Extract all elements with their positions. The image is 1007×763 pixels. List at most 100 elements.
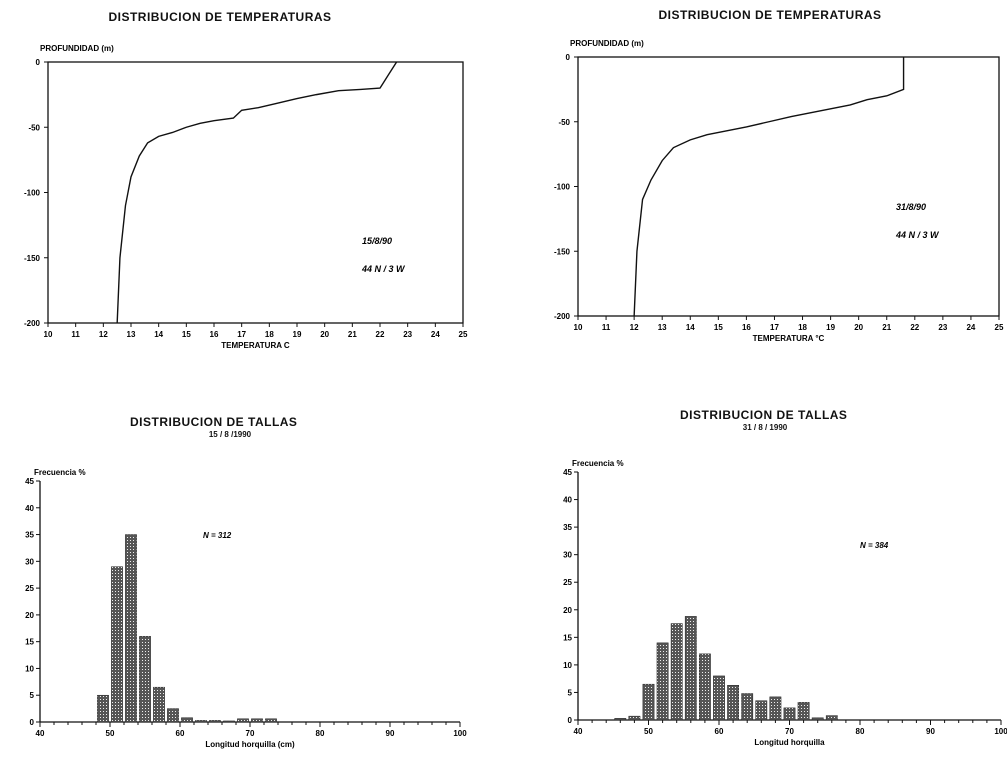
bar — [139, 636, 151, 723]
temperature-profile-line — [116, 61, 398, 324]
y-axis-label: PROFUNDIDAD (m) — [40, 44, 114, 53]
y-tick-label: -200 — [24, 319, 41, 328]
x-tick-label: 21 — [348, 330, 357, 339]
size-distribution-chart-1: DISTRIBUCION DE TALLAS 15 / 8 /1990 0 5 10… — [0, 380, 500, 763]
bar — [195, 720, 207, 723]
y-tick-label: -200 — [554, 312, 571, 321]
bar — [713, 675, 725, 721]
y-axis-label: Frecuencia % — [34, 468, 86, 477]
chart-svg: 10 11 12 13 14 15 16 17 18 19 20 21 22 23 24 25 0 -50 -100… — [554, 39, 1004, 343]
bar — [153, 686, 165, 723]
chart-title: DISTRIBUCION DE TEMPERATURAS — [658, 8, 882, 22]
y-tick-label: 10 — [563, 661, 572, 670]
chart-title: DISTRIBUCION DE TEMPERATURAS — [108, 10, 332, 24]
chart-svg: 0 5 10 15 20 25 30 35 40 45 40 50 60 70 80 90 100 Frecuen… — [25, 468, 467, 749]
y-tick-label: 0 — [36, 58, 41, 67]
y-tick-label: 25 — [25, 584, 34, 593]
bar — [209, 720, 221, 723]
y-tick-label: -50 — [28, 123, 40, 132]
annotation-text: 31/8/90 — [896, 202, 926, 212]
bar — [642, 683, 655, 721]
annotation-text: 44 N / 3 W — [361, 264, 406, 274]
y-axis-label: PROFUNDIDAD (m) — [570, 39, 644, 48]
x-tick-label: 50 — [106, 729, 115, 738]
chart-subtitle: 31 / 8 / 1990 — [742, 423, 788, 432]
bar — [825, 715, 838, 721]
y-tick-label: -50 — [558, 118, 570, 127]
x-axis-label: Longitud horquilla — [754, 738, 825, 747]
x-tick-label: 12 — [630, 323, 639, 332]
bar — [769, 696, 782, 721]
x-tick-label: 16 — [210, 330, 219, 339]
plot-frame — [577, 56, 1000, 317]
x-tick-label: 11 — [602, 323, 611, 332]
bar — [223, 720, 235, 723]
x-tick-label: 24 — [966, 323, 975, 332]
x-tick-label: 22 — [376, 330, 385, 339]
x-tick-label: 15 — [182, 330, 191, 339]
y-tick-label: 30 — [25, 557, 34, 566]
size-distribution-chart-2: DISTRIBUCION DE TALLAS 31 / 8 / 1990 0 5 1… — [500, 380, 1007, 763]
bar — [265, 718, 277, 723]
y-tick-label: 5 — [30, 691, 35, 700]
x-tick-label: 14 — [686, 323, 695, 332]
y-tick-label: 20 — [25, 611, 34, 620]
x-tick-label: 10 — [44, 330, 53, 339]
y-axis-label: Frecuencia % — [572, 459, 624, 468]
x-tick-label: 40 — [36, 729, 45, 738]
bar — [614, 718, 627, 721]
x-tick-label: 24 — [431, 330, 440, 339]
y-tick-label: 25 — [563, 578, 572, 587]
x-tick-label: 80 — [856, 727, 865, 736]
y-tick-label: 45 — [563, 468, 572, 477]
x-tick-label: 70 — [246, 729, 255, 738]
x-tick-label: 14 — [154, 330, 163, 339]
x-tick-label: 70 — [785, 727, 794, 736]
bar — [167, 708, 179, 723]
bar — [125, 534, 137, 723]
x-tick-label: 15 — [714, 323, 723, 332]
y-tick-label: 0 — [566, 53, 571, 62]
x-tick-label: 80 — [316, 729, 325, 738]
x-tick-label: 40 — [574, 727, 583, 736]
x-tick-label: 12 — [99, 330, 108, 339]
temperature-chart-1: DISTRIBUCION DE TEMPERATURAS 10 11 12 13 14 1… — [0, 0, 500, 380]
annotation-text: 44 N / 3 W — [895, 230, 940, 240]
x-tick-label: 16 — [742, 323, 751, 332]
bar — [797, 702, 810, 721]
x-tick-label: 11 — [71, 330, 80, 339]
y-tick-label: 15 — [563, 633, 572, 642]
x-tick-label: 19 — [293, 330, 302, 339]
bar — [699, 653, 711, 721]
y-tick-label: -100 — [554, 183, 571, 192]
x-tick-label: 20 — [320, 330, 329, 339]
y-tick-label: 10 — [25, 664, 34, 673]
x-tick-label: 18 — [798, 323, 807, 332]
x-tick-label: 50 — [644, 727, 653, 736]
chart-svg: 0 5 10 15 20 25 30 35 40 45 40 50 60 70 80 90 100 Frecuen… — [563, 459, 1007, 747]
x-tick-label: 23 — [403, 330, 412, 339]
chart-title: DISTRIBUCION DE TALLAS — [680, 408, 848, 422]
x-axis-label: TEMPERATURA °C — [753, 334, 825, 343]
y-tick-label: -100 — [24, 189, 41, 198]
bar — [237, 718, 249, 723]
annotation-text: 15/8/90 — [362, 236, 392, 246]
y-tick-label: 15 — [25, 638, 34, 647]
x-tick-label: 60 — [715, 727, 724, 736]
chart-title: DISTRIBUCION DE TALLAS — [130, 415, 298, 429]
x-tick-label: 100 — [453, 729, 467, 738]
chart-svg: 10 11 12 13 14 15 16 17 18 19 20 21 22 23 24 25 0 -50 -100… — [24, 44, 468, 350]
bar — [181, 717, 193, 723]
bar — [656, 642, 669, 721]
x-tick-label: 25 — [459, 330, 468, 339]
annotation-text: N = 312 — [203, 531, 232, 540]
bar — [111, 566, 123, 723]
x-tick-label: 21 — [882, 323, 891, 332]
chart-subtitle: 15 / 8 /1990 — [208, 430, 252, 439]
bar — [741, 693, 754, 721]
y-tick-label: 30 — [563, 551, 572, 560]
bar — [684, 616, 697, 721]
bar — [727, 685, 739, 721]
x-tick-label: 13 — [127, 330, 136, 339]
y-tick-label: 20 — [563, 606, 572, 615]
